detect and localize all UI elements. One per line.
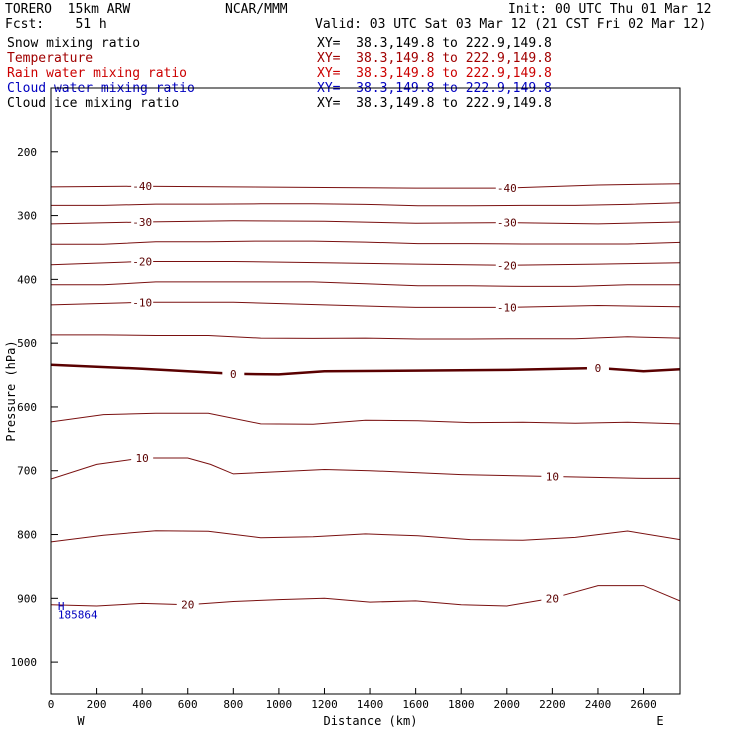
plot-frame [50,87,681,695]
field-name: Cloud water mixing ratio [7,81,195,96]
y-tick-label: 400 [17,273,37,286]
y-tick-label: 700 [17,465,37,478]
isotherm-label-bg [222,367,245,380]
x-tick-label: 0 [48,698,55,711]
field-xy: XY= 38.3,149.8 to 222.9,149.8 [317,66,552,81]
x-tick-label: 2600 [630,698,657,711]
isotherm-label-bg [541,592,564,605]
isotherm-label: 0 [230,368,237,381]
y-tick-label: 1000 [11,656,38,669]
isotherm-line [51,261,680,266]
x-tick-label: 1200 [311,698,338,711]
x-tick-label: 1600 [402,698,429,711]
isotherm-label-bg [495,182,518,195]
y-tick-label: 800 [17,529,37,542]
cloud-water-annotation: 185864 [58,609,98,622]
isotherm-label-bg [495,216,518,229]
isotherm-line [51,301,680,308]
x-tick-label: 2000 [494,698,521,711]
forecast-hour: Fcst: 51 h [5,17,107,32]
isotherm-label-bg [131,296,154,309]
isotherm-label-bg [586,362,609,375]
isotherm-minor-line [51,281,680,287]
field-name: Snow mixing ratio [7,36,141,51]
x-tick-label: 800 [223,698,243,711]
org-label: NCAR/MMM [225,2,288,17]
field-name: Temperature [7,51,94,66]
field-name: Cloud ice mixing ratio [7,96,180,111]
isotherm-label-bg [131,255,154,268]
x-tick-label: 2200 [539,698,566,711]
isotherm-label: -40 [132,180,152,193]
isotherm-label: -20 [132,256,152,269]
y-tick-label: 300 [17,210,37,223]
x-tick-label: 600 [178,698,198,711]
x-axis-label: Distance (km) [324,714,418,728]
valid-time: Valid: 03 UTC Sat 03 Mar 12 (21 CST Fri … [315,17,707,32]
isotherm-label-bg [131,451,154,464]
y-axis-label: Pressure (hPa) [4,340,18,441]
y-tick-label: 600 [17,401,37,414]
y-tick-label: 200 [17,146,37,159]
y-tick-label: 900 [17,592,37,605]
isotherm-label-bg [131,215,154,228]
isotherm-label-bg [495,259,518,272]
isotherm-label-bg [176,598,199,611]
isotherm-label-bg [131,180,154,193]
isotherm-line [51,183,680,189]
isotherm-label: 20 [181,599,194,612]
isotherm-label: -10 [497,301,517,314]
isotherm-label: -10 [132,296,152,309]
x-tick-label: 200 [87,698,107,711]
east-label: E [656,714,663,728]
isotherm-label: -40 [497,182,517,195]
isotherm-line [51,363,680,376]
x-tick-label: 1400 [357,698,384,711]
isotherm-minor-line [51,240,680,245]
x-tick-label: 1000 [266,698,293,711]
isotherm-label-bg [495,301,518,314]
x-tick-label: 400 [132,698,152,711]
isotherm-minor-line [51,530,680,543]
isotherm-label: 10 [136,452,149,465]
cloud-water-annotation: H [58,600,65,613]
field-xy: XY= 38.3,149.8 to 222.9,149.8 [317,96,552,111]
isotherm-minor-line [51,412,680,425]
isotherm-line [51,585,680,607]
isotherm-label-bg [541,470,564,483]
model-title: TORERO 15km ARW [5,2,131,17]
init-time: Init: 00 UTC Thu 01 Mar 12 [508,2,712,17]
isotherm-label: -20 [497,259,517,272]
isotherm-label: -30 [497,217,517,230]
isotherm-line [51,220,680,225]
isotherm-label: 0 [595,362,602,375]
x-tick-label: 2400 [585,698,612,711]
field-name: Rain water mixing ratio [7,66,188,81]
isotherm-minor-line [51,202,680,207]
field-xy: XY= 38.3,149.8 to 222.9,149.8 [317,36,552,51]
isotherm-label: 20 [546,592,559,605]
isotherm-label: 10 [546,470,559,483]
x-tick-label: 1800 [448,698,475,711]
west-label: W [77,714,85,728]
isotherm-label: -30 [132,216,152,229]
isotherm-minor-line [51,334,680,340]
field-xy: XY= 38.3,149.8 to 222.9,149.8 [317,51,552,66]
y-tick-label: 500 [17,337,37,350]
